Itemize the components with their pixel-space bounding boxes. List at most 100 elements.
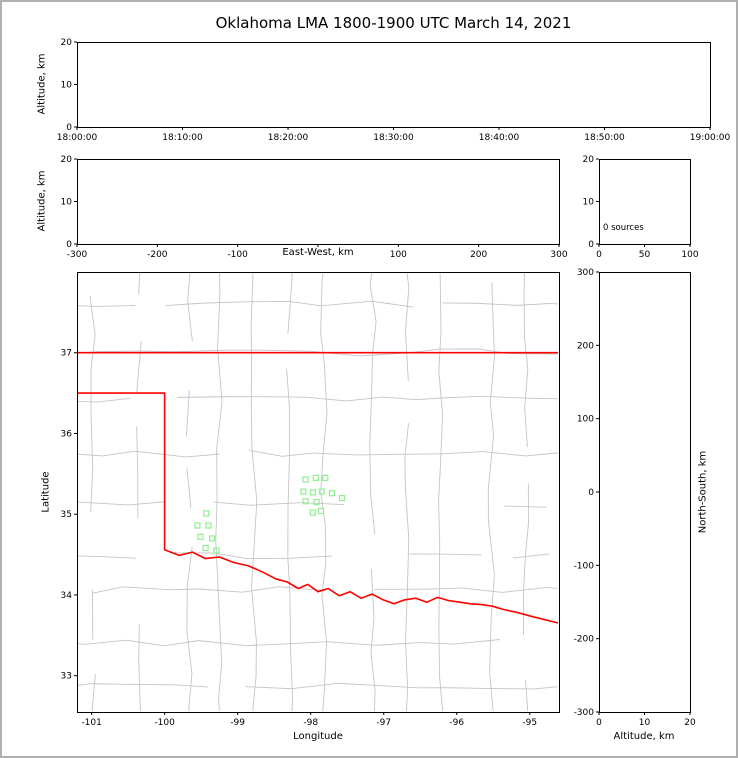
county-line	[263, 349, 310, 352]
green-square-marker	[313, 498, 320, 506]
county-line	[376, 642, 420, 646]
x-tick-label: -101	[81, 718, 101, 728]
x-tick-label: 100	[681, 250, 698, 260]
green-square-marker	[300, 488, 307, 495]
y-tick-label: 37	[61, 349, 72, 359]
county-line	[291, 273, 293, 283]
county-line	[186, 631, 193, 675]
county-line	[388, 262, 439, 265]
green-square-marker	[302, 498, 309, 505]
county-line	[492, 317, 495, 357]
y-tick-label: 10	[61, 81, 73, 91]
ns_height-frame	[599, 272, 691, 713]
county-line	[187, 300, 193, 342]
county-line	[323, 363, 328, 415]
county-line	[253, 501, 258, 547]
county-line	[218, 698, 220, 711]
green-square-marker	[309, 509, 316, 516]
county-line	[242, 586, 280, 593]
county-line	[311, 263, 353, 266]
county-line	[291, 682, 339, 690]
county-line	[439, 290, 442, 332]
green-square-marker	[309, 489, 316, 496]
county-line	[122, 586, 169, 591]
county-line	[320, 300, 372, 307]
county-line	[524, 524, 529, 558]
green-square-marker	[203, 510, 210, 517]
county-line	[251, 546, 255, 588]
county-line	[218, 662, 223, 699]
county-line	[305, 396, 347, 402]
green-square-marker	[339, 494, 346, 502]
county-line	[370, 568, 375, 618]
county-line	[96, 397, 130, 403]
county-line	[324, 524, 327, 564]
y-tick-label: 36	[61, 429, 73, 439]
county-line	[89, 295, 96, 335]
y-tick-label: -300	[574, 708, 595, 718]
county-line	[545, 587, 558, 589]
county-line	[250, 502, 302, 506]
y-tick-label: 200	[577, 341, 594, 351]
county-line	[489, 402, 495, 436]
county-line	[321, 273, 324, 279]
y-tick-label: 20	[61, 155, 73, 165]
county-line	[439, 273, 441, 291]
county-line	[489, 356, 495, 403]
county-line	[186, 468, 192, 509]
county-line	[439, 260, 481, 262]
county-line	[291, 700, 294, 711]
y-tick-label: 300	[577, 268, 594, 278]
county-line	[322, 689, 325, 711]
green-square-marker	[302, 476, 309, 483]
county-line	[463, 587, 503, 593]
county-line	[138, 624, 140, 659]
county-line	[530, 397, 558, 400]
county-line	[90, 555, 136, 559]
county-line	[405, 332, 409, 381]
y-tick-label: 0	[588, 240, 594, 250]
county-line	[155, 262, 189, 264]
county-line	[90, 414, 94, 469]
map-layers	[78, 260, 558, 711]
county-line	[164, 640, 199, 647]
county-line	[288, 555, 332, 559]
county-line	[138, 273, 141, 295]
county-line	[371, 354, 374, 396]
county-line	[287, 282, 293, 334]
county-line	[136, 340, 142, 395]
county-line	[215, 540, 218, 577]
county-line	[215, 500, 218, 541]
county-line	[404, 423, 410, 456]
county-line	[90, 468, 94, 513]
county-line	[78, 453, 103, 457]
county-line	[282, 452, 313, 457]
county-line	[135, 450, 186, 458]
county-line	[448, 687, 493, 690]
ew_height-frame	[77, 159, 560, 245]
county-line	[405, 287, 410, 333]
county-line	[198, 640, 247, 647]
county-line	[168, 588, 200, 591]
green-square-marker	[205, 522, 212, 529]
x-tick-label: -95	[522, 718, 537, 728]
county-line	[78, 305, 98, 307]
county-line	[252, 676, 257, 711]
county-line	[93, 502, 129, 506]
county-line	[438, 371, 444, 414]
county-line	[188, 264, 221, 265]
county-line	[93, 586, 123, 594]
county-line	[370, 617, 375, 654]
county-line	[369, 273, 373, 286]
county-line	[549, 303, 558, 305]
county-line	[491, 282, 494, 318]
y-tick-label: 20	[61, 38, 73, 48]
y-tick-label: 33	[61, 672, 72, 682]
map-xlabel: Longitude	[293, 731, 343, 742]
y-tick-label: -200	[574, 635, 595, 645]
county-line	[85, 639, 127, 645]
county-line	[128, 501, 165, 506]
county-line	[419, 642, 455, 645]
green-square-marker	[317, 507, 325, 515]
